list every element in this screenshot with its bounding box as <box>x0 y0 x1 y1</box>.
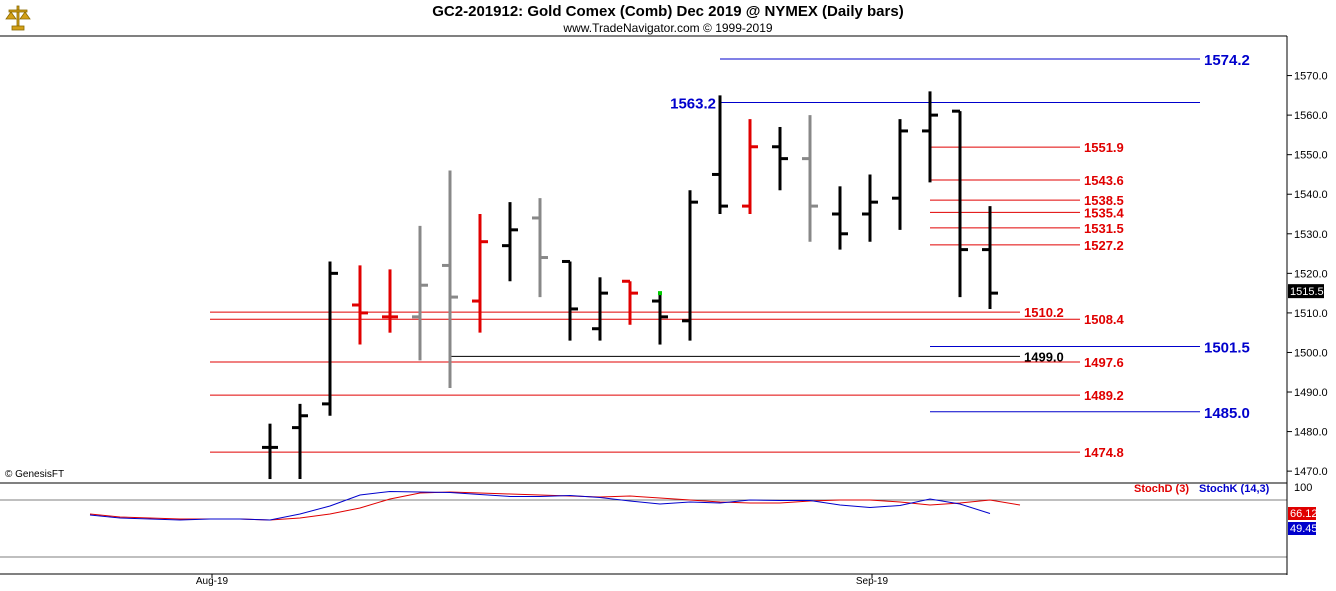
ohlc-bar <box>952 109 968 298</box>
level-label: 1501.5 <box>1204 340 1250 357</box>
level-label: 1563.2 <box>670 95 716 112</box>
ohlc-bar <box>772 126 788 191</box>
level-label: 1497.6 <box>1084 355 1124 370</box>
ohlc-bar <box>352 265 368 345</box>
ohlc-bar <box>982 206 998 309</box>
stochD-value-box <box>1288 507 1316 520</box>
chart-subtitle: www.TradeNavigator.com © 1999-2019 <box>563 21 773 35</box>
level-label: 1543.6 <box>1084 173 1124 188</box>
stochastic-panel: 100 StochD (3) StochK (14,3) 66.12 49.45 <box>89 482 1318 535</box>
level-label: 1485.0 <box>1204 405 1250 422</box>
level-label: 1531.5 <box>1084 221 1124 236</box>
ohlc-bar <box>832 186 848 250</box>
y-tick-label: 1500.0 <box>1294 347 1328 359</box>
ohlc-bar <box>862 174 878 242</box>
stochK-value: 49.45 <box>1290 523 1318 535</box>
ohlc-bar <box>382 269 398 333</box>
level-label: 1551.9 <box>1084 140 1124 155</box>
level-label: 1574.2 <box>1204 52 1250 69</box>
ohlc-bar <box>712 95 728 215</box>
price-axis: 1470.0 1480.0 1490.0 1500.0 1510.0 1520.0 1530… <box>1287 71 1328 478</box>
level-label: 1527.2 <box>1084 238 1124 253</box>
support-resistance-levels: 1574.2 1563.2 1551.9 1543.6 1538.51535.41531… <box>210 52 1250 460</box>
ohlc-bar <box>472 214 488 333</box>
ohlc-bar <box>622 279 638 325</box>
y-tick-label: 1510.0 <box>1294 308 1328 320</box>
ohlc-bar <box>742 119 758 215</box>
ohlc-bar <box>922 91 938 183</box>
legend-stochK: StochK (14,3) <box>1199 483 1270 495</box>
last-price-label: 1515.5 <box>1290 286 1324 298</box>
y-tick-label: 1530.0 <box>1294 229 1328 241</box>
ohlc-bar <box>292 403 308 480</box>
stochD-value: 66.12 <box>1290 508 1318 520</box>
stoch-tick-label: 100 <box>1294 482 1312 494</box>
y-tick-label: 1560.0 <box>1294 110 1328 122</box>
level-label: 1508.4 <box>1084 312 1125 327</box>
price-bars <box>262 91 998 480</box>
ohlc-bar <box>892 119 908 230</box>
level-label: 1474.8 <box>1084 445 1124 460</box>
y-tick-label: 1470.0 <box>1294 466 1328 478</box>
ohlc-bar <box>682 190 698 341</box>
chart-title: GC2-201912: Gold Comex (Comb) Dec 2019 @… <box>432 3 904 20</box>
stoch-line <box>89 490 991 521</box>
copyright-label: © GenesisFT <box>5 469 65 480</box>
y-tick-label: 1480.0 <box>1294 427 1328 439</box>
level-label: 1535.4 <box>1084 205 1125 220</box>
ohlc-bar <box>442 170 458 389</box>
level-label: 1499.0 <box>1024 349 1064 364</box>
ohlc-bar <box>262 423 278 480</box>
time-axis: Aug-19 Sep-19 <box>196 574 889 587</box>
y-tick-label: 1490.0 <box>1294 387 1328 399</box>
x-tick-label: Aug-19 <box>196 576 229 587</box>
ohlc-bar <box>652 293 668 345</box>
y-tick-label: 1520.0 <box>1294 268 1328 280</box>
legend-stochD: StochD (3) <box>1134 483 1189 495</box>
level-label: 1538.5 <box>1084 193 1124 208</box>
y-tick-label: 1540.0 <box>1294 189 1328 201</box>
ohlc-bar <box>322 261 338 416</box>
stochK-value-box <box>1288 522 1316 535</box>
ohlc-bar <box>592 277 608 341</box>
ohlc-bar <box>802 115 818 242</box>
ohlc-bar <box>562 259 578 341</box>
logo <box>3 3 33 33</box>
signal-marker <box>658 291 662 296</box>
ohlc-bar <box>502 202 518 282</box>
ohlc-bar <box>532 198 548 298</box>
level-label: 1510.2 <box>1024 305 1064 320</box>
last-price-box <box>1288 284 1324 299</box>
level-label: 1489.2 <box>1084 388 1124 403</box>
ohlc-bar <box>412 225 428 361</box>
y-tick-label: 1570.0 <box>1294 71 1328 83</box>
y-tick-label: 1550.0 <box>1294 150 1328 162</box>
x-tick-label: Sep-19 <box>856 576 889 587</box>
